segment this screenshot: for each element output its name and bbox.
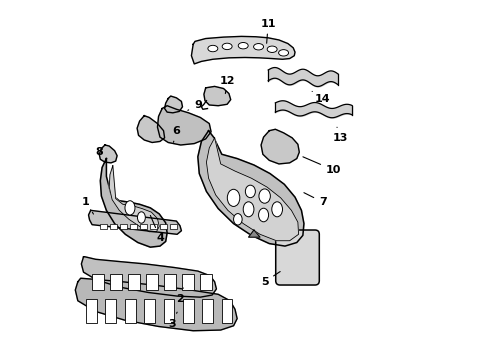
Polygon shape	[204, 86, 231, 106]
Ellipse shape	[259, 189, 270, 203]
Polygon shape	[75, 278, 237, 331]
Text: 10: 10	[303, 157, 341, 175]
Bar	[202, 298, 213, 323]
Text: 7: 7	[304, 193, 327, 207]
Polygon shape	[165, 96, 182, 113]
Polygon shape	[157, 106, 211, 145]
Polygon shape	[137, 116, 165, 143]
Polygon shape	[89, 210, 181, 234]
Polygon shape	[248, 230, 260, 237]
Text: 12: 12	[220, 76, 236, 94]
Polygon shape	[99, 145, 117, 163]
Bar	[183, 298, 194, 323]
Text: 14: 14	[312, 91, 331, 104]
Ellipse shape	[125, 201, 135, 215]
Bar	[222, 298, 232, 323]
Text: 13: 13	[333, 127, 348, 143]
Ellipse shape	[243, 202, 254, 217]
Bar	[200, 274, 212, 290]
Polygon shape	[81, 257, 217, 297]
Bar	[170, 224, 177, 229]
Bar	[92, 274, 103, 290]
Bar	[86, 298, 97, 323]
Ellipse shape	[245, 185, 255, 198]
Ellipse shape	[279, 50, 289, 56]
Polygon shape	[192, 36, 295, 64]
Text: 3: 3	[168, 312, 177, 329]
Ellipse shape	[222, 43, 232, 50]
Ellipse shape	[253, 44, 264, 50]
Ellipse shape	[227, 189, 240, 206]
Ellipse shape	[272, 202, 283, 217]
Text: 2: 2	[176, 288, 184, 303]
Bar	[110, 274, 122, 290]
Bar	[140, 224, 147, 229]
Bar	[164, 274, 176, 290]
Bar	[128, 274, 140, 290]
Text: 5: 5	[261, 271, 280, 287]
Ellipse shape	[238, 42, 248, 49]
Bar	[146, 274, 158, 290]
Polygon shape	[206, 138, 298, 241]
Polygon shape	[261, 129, 299, 164]
Ellipse shape	[267, 46, 277, 53]
Bar	[182, 274, 194, 290]
Bar	[110, 224, 118, 229]
Bar	[160, 224, 167, 229]
Bar	[164, 298, 174, 323]
Text: 11: 11	[261, 18, 276, 43]
Ellipse shape	[208, 45, 218, 52]
Text: 9: 9	[188, 100, 202, 111]
Bar	[100, 224, 107, 229]
Bar	[150, 224, 157, 229]
Ellipse shape	[234, 213, 242, 225]
Bar	[130, 224, 137, 229]
Ellipse shape	[259, 208, 269, 222]
Bar	[120, 224, 127, 229]
Bar	[125, 298, 136, 323]
Text: 4: 4	[150, 215, 164, 243]
Bar	[105, 298, 116, 323]
Text: 8: 8	[96, 147, 106, 159]
Polygon shape	[109, 166, 159, 232]
Polygon shape	[198, 131, 304, 246]
Polygon shape	[100, 158, 167, 247]
FancyBboxPatch shape	[276, 230, 319, 285]
Ellipse shape	[138, 212, 146, 223]
Text: 1: 1	[82, 197, 94, 214]
Bar	[144, 298, 155, 323]
Text: 6: 6	[172, 126, 180, 142]
